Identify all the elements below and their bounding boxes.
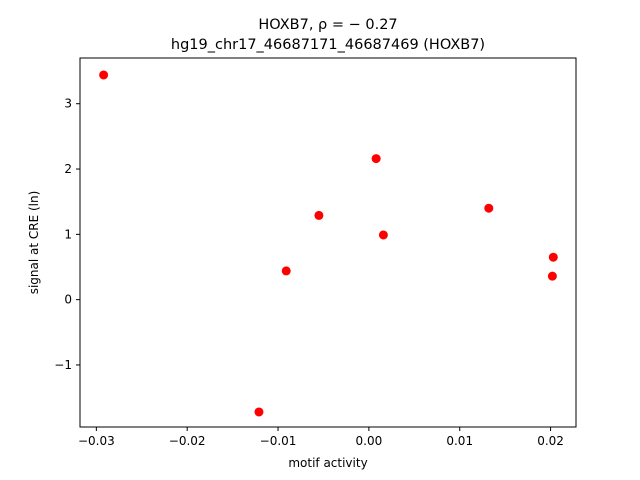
x-tick-label: 0.02 <box>537 434 564 448</box>
x-tick-label: −0.02 <box>169 434 206 448</box>
y-tick-label: 3 <box>64 97 72 111</box>
x-tick-label: −0.03 <box>78 434 115 448</box>
y-tick-label: 1 <box>64 227 72 241</box>
x-tick-label: −0.01 <box>260 434 297 448</box>
x-tick-label: 0.00 <box>356 434 383 448</box>
x-axis-label: motif activity <box>288 456 367 470</box>
data-point <box>484 203 494 213</box>
x-axis-ticks: −0.03 −0.02 −0.01 0.00 0.01 0.02 <box>78 427 564 448</box>
x-tick-label: 0.01 <box>446 434 473 448</box>
data-point <box>99 70 109 80</box>
data-point <box>254 407 264 417</box>
data-point <box>378 230 388 240</box>
data-point <box>547 271 557 281</box>
y-tick-label: −1 <box>54 358 72 372</box>
data-point <box>371 154 381 164</box>
data-point <box>548 252 558 262</box>
y-axis-label: signal at CRE (ln) <box>27 191 41 295</box>
y-axis-ticks: −1 0 1 2 3 <box>54 97 80 372</box>
y-tick-label: 2 <box>64 162 72 176</box>
plot-frame <box>79 57 577 428</box>
chart-title-line1: HOXB7, ρ = − 0.27 <box>258 17 397 33</box>
data-points <box>99 70 558 417</box>
chart-title-line2: hg19_chr17_46687171_46687469 (HOXB7) <box>171 37 485 53</box>
y-tick-label: 0 <box>64 293 72 307</box>
data-point <box>314 210 324 220</box>
data-point <box>281 266 291 276</box>
